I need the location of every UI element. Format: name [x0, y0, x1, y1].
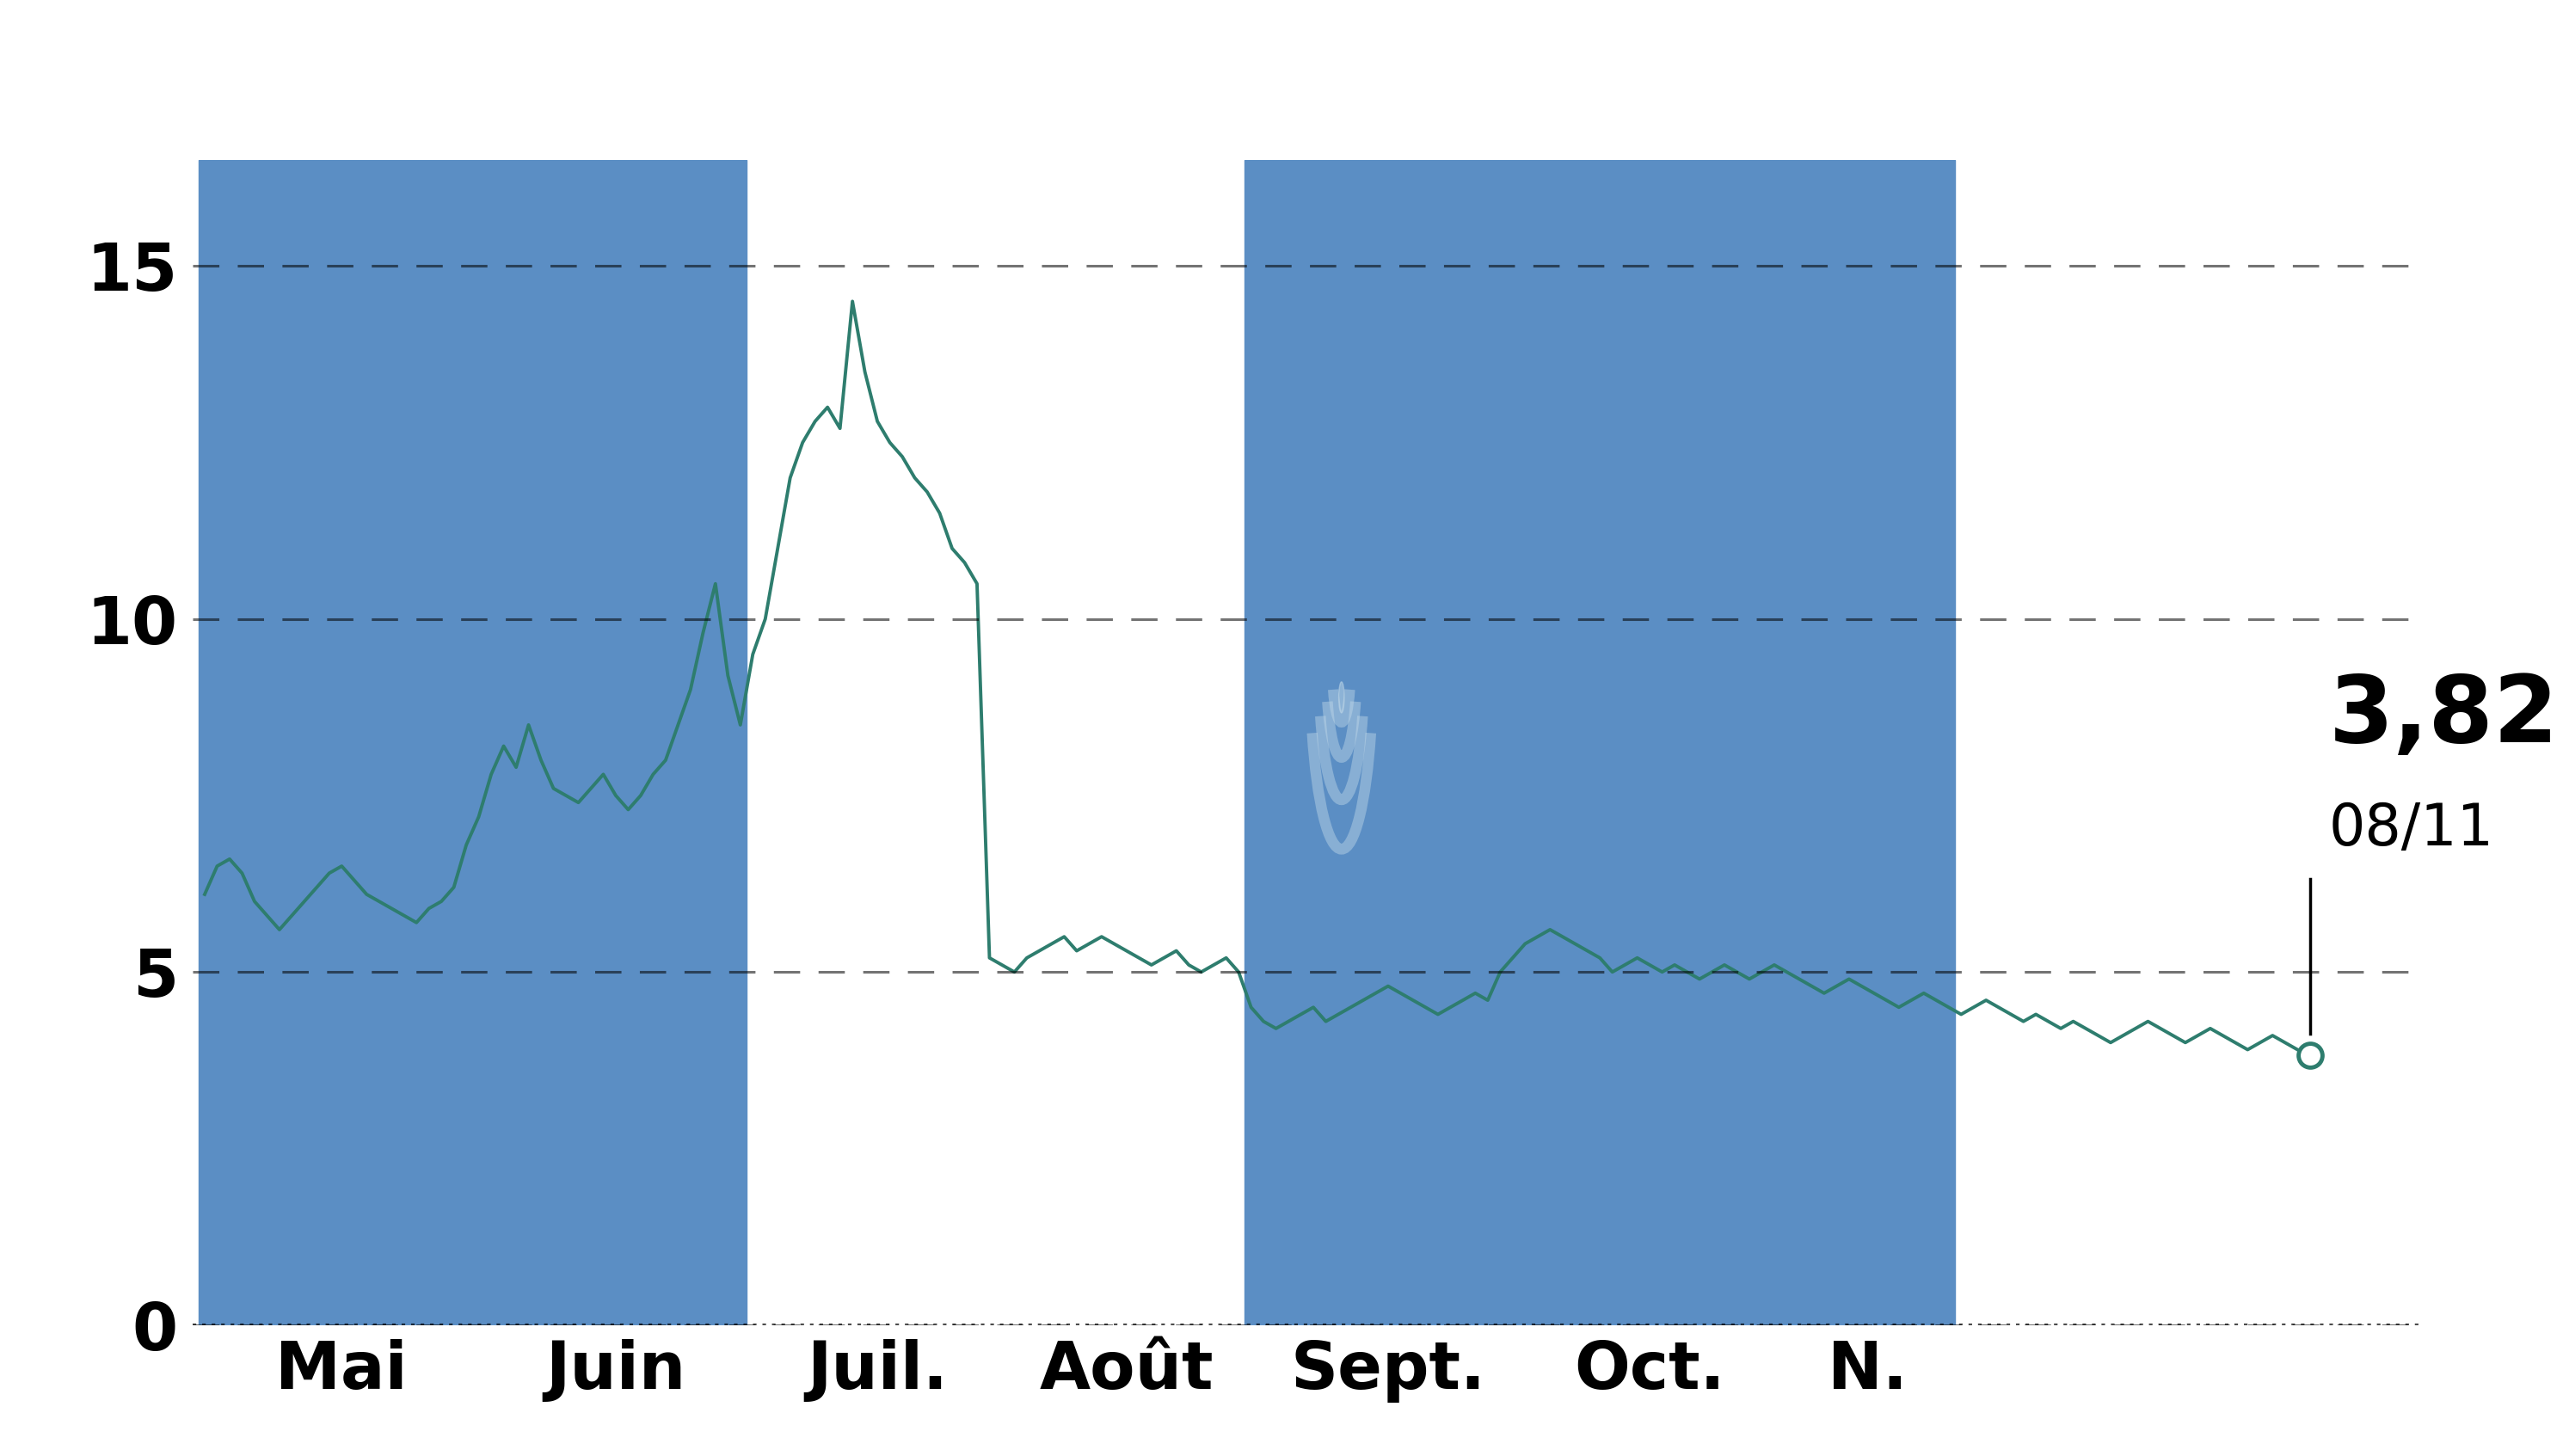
Bar — [197, 160, 472, 1325]
Text: 3,82: 3,82 — [2330, 671, 2558, 761]
Bar — [1520, 160, 1768, 1325]
Text: 08/11: 08/11 — [2330, 801, 2494, 858]
Bar — [1768, 160, 1956, 1325]
Bar — [472, 160, 746, 1325]
Text: Jumia Technologies AG: Jumia Technologies AG — [520, 28, 2043, 144]
Circle shape — [1338, 681, 1343, 713]
Bar — [1246, 160, 1520, 1325]
